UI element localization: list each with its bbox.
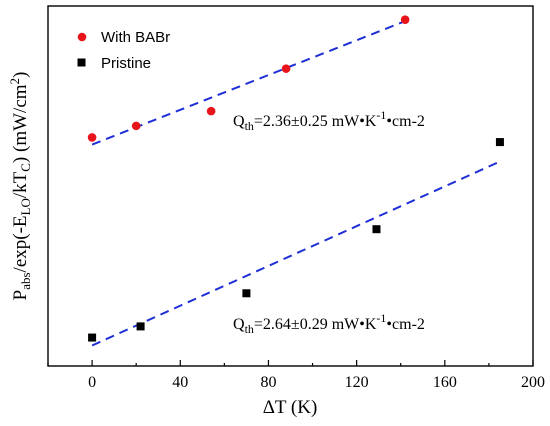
plot-frame (47, 5, 534, 367)
data-points (87, 15, 504, 342)
x-tick-label-120: 120 (345, 374, 369, 391)
legend-marker-pristine (77, 58, 86, 67)
point-series-1-0 (88, 333, 97, 342)
point-series-1-1 (136, 322, 145, 331)
point-series-0-3 (281, 64, 291, 73)
y-axis-title: Pabs/exp(-ELO/kTC) (mW/cm2) (7, 72, 33, 301)
x-tick-label-0: 0 (88, 374, 96, 391)
x-tick-label-200: 200 (521, 374, 545, 391)
x-tick-label-80: 80 (260, 374, 276, 391)
fit-lines (91, 20, 501, 347)
point-series-0-2 (206, 106, 216, 116)
legend: With BABr Pristine (77, 29, 170, 72)
annotation-pristine: Qth=2.64±0.29 mW•K-1•cm-2 (233, 311, 425, 336)
x-tick-label-160: 160 (433, 374, 457, 391)
annotation-with-babr: Qth=2.36±0.25 mW•K-1•cm-2 (233, 108, 425, 133)
point-series-1-4 (495, 138, 504, 147)
legend-label-pristine: Pristine (101, 55, 151, 72)
legend-marker-with-babr (77, 32, 87, 42)
x-tick-label-40: 40 (172, 374, 188, 391)
fit-line-series-0 (91, 20, 406, 146)
point-series-1-2 (242, 289, 251, 298)
point-series-1-3 (372, 225, 381, 234)
x-axis-title: ΔT (K) (263, 397, 318, 418)
point-series-0-0 (87, 133, 97, 142)
point-series-0-4 (400, 15, 410, 24)
x-axis-ticks: 0 40 80 120 160 200 (47, 360, 545, 391)
legend-label-with-babr: With BABr (101, 29, 170, 46)
point-series-0-1 (131, 121, 141, 131)
